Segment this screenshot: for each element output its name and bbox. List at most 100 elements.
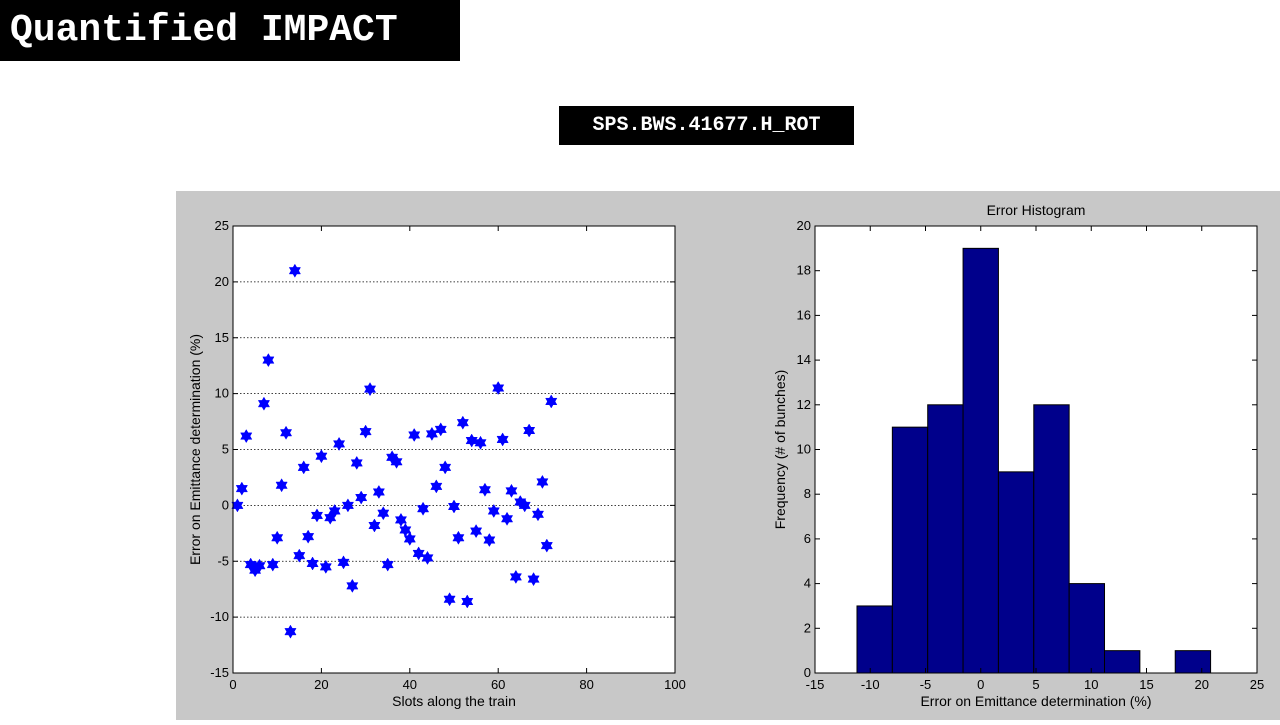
scatter-point <box>346 578 359 593</box>
scatter-point-shape <box>461 597 474 609</box>
scatter-point <box>452 530 465 545</box>
scatter-point <box>262 353 275 368</box>
scatter-point-shape <box>496 435 509 447</box>
scatter-point <box>500 511 514 526</box>
scatter-y-tick-label: 10 <box>215 386 229 401</box>
scatter-ticks: 0 20 40 60 80 100 -15 -10 -5 0 5 10 15 20 25 <box>210 218 686 692</box>
scatter-point-shape <box>355 494 368 505</box>
scatter-point-shape <box>235 485 248 496</box>
scatter-point <box>523 423 536 438</box>
scatter-point-shape <box>452 534 465 545</box>
scatter-point-shape <box>333 440 346 451</box>
scatter-point <box>266 557 279 572</box>
scatter-point-shape <box>527 575 540 587</box>
scatter-point-shape <box>337 558 350 570</box>
scatter-point-shape <box>262 356 275 368</box>
scatter-point-shape <box>310 511 324 523</box>
scatter-points <box>231 263 558 639</box>
scatter-point <box>355 490 368 505</box>
scatter-point <box>328 503 341 518</box>
scatter-point-shape <box>399 526 412 537</box>
scatter-point-shape <box>257 400 271 411</box>
histogram-y-tick-label: 8 <box>804 486 811 501</box>
histogram-bar <box>927 404 964 674</box>
scatter-point-shape <box>531 510 545 522</box>
histogram-bar <box>856 605 893 674</box>
scatter-point <box>341 498 354 513</box>
scatter-point-shape <box>381 561 394 572</box>
scatter-point-shape <box>478 486 492 497</box>
scatter-point-shape <box>363 385 377 397</box>
histogram-y-axis-label: Frequency (# of bunches) <box>772 370 788 530</box>
scatter-point-shape <box>390 458 403 469</box>
scatter-point-shape <box>408 431 421 442</box>
histogram-x-tick-label: 15 <box>1139 677 1153 692</box>
scatter-point <box>297 460 310 475</box>
scatter-plot: 0 20 40 60 80 100 -15 -10 -5 0 5 10 15 20 25 Slots alo… <box>187 218 686 709</box>
scatter-point <box>430 479 443 494</box>
histogram-plot: -15 -10 -5 0 5 10 15 20 25 0 2 4 6 8 10 12 14 16 18 20 Erro… <box>772 202 1264 709</box>
scatter-point <box>359 424 372 439</box>
scatter-point-shape <box>377 509 390 521</box>
scatter-y-tick-label: 5 <box>222 442 229 457</box>
scatter-point-shape <box>434 425 447 437</box>
scatter-y-tick-label: -5 <box>217 553 229 568</box>
scatter-x-tick-label: 60 <box>491 677 505 692</box>
scatter-point-shape <box>456 419 469 430</box>
scatter-point <box>363 382 377 397</box>
histogram-y-tick-label: 6 <box>804 531 811 546</box>
histogram-y-tick-label: 12 <box>797 397 811 412</box>
scatter-point-shape <box>279 429 293 440</box>
scatter-point <box>496 432 509 447</box>
histogram-bar <box>962 247 999 674</box>
scatter-point-shape <box>509 573 522 584</box>
scatter-point <box>531 507 545 522</box>
scatter-point <box>394 512 408 527</box>
histogram-bar <box>997 471 1035 674</box>
scatter-point-shape <box>487 507 500 518</box>
scatter-point-shape <box>297 463 310 475</box>
scatter-point-shape <box>293 552 306 563</box>
scatter-point-shape <box>430 482 443 494</box>
device-label: SPS.BWS.41677.H_ROT <box>559 106 854 145</box>
scatter-point <box>492 381 505 396</box>
scatter-point-shape <box>474 439 487 450</box>
scatter-point <box>425 426 438 441</box>
scatter-point-shape <box>302 533 315 544</box>
scatter-point-shape <box>328 507 341 518</box>
scatter-point-shape <box>253 562 266 573</box>
scatter-point-shape <box>439 463 452 475</box>
scatter-point <box>545 394 558 409</box>
histogram-y-tick-label: 16 <box>797 307 811 322</box>
scatter-point-shape <box>306 559 319 571</box>
scatter-point-shape <box>284 628 297 639</box>
scatter-point <box>403 531 416 546</box>
scatter-point-shape <box>346 582 359 593</box>
scatter-point <box>337 555 350 570</box>
scatter-point <box>315 449 328 464</box>
scatter-point <box>456 415 469 430</box>
histogram-x-tick-label: 0 <box>977 677 984 692</box>
scatter-point <box>381 557 394 572</box>
scatter-point <box>518 498 531 513</box>
scatter-x-tick-label: 40 <box>403 677 417 692</box>
scatter-point <box>240 429 253 444</box>
histogram-bar <box>1174 650 1212 674</box>
scatter-point <box>461 594 474 609</box>
scatter-point <box>408 427 421 442</box>
histogram-y-tick-label: 20 <box>797 218 811 233</box>
scatter-x-tick-label: 0 <box>229 677 236 692</box>
scatter-point-shape <box>425 430 438 441</box>
scatter-point-shape <box>266 561 279 572</box>
scatter-point <box>257 396 271 411</box>
scatter-point-shape <box>403 535 416 546</box>
scatter-point-shape <box>315 452 328 464</box>
histogram-frame <box>814 225 1258 674</box>
scatter-y-tick-label: 20 <box>215 274 229 289</box>
histogram-x-tick-label: -15 <box>806 677 825 692</box>
scatter-point-shape <box>275 481 288 493</box>
scatter-point-shape <box>492 384 505 396</box>
scatter-point-shape <box>483 536 496 548</box>
histogram-y-tick-label: 0 <box>804 665 811 680</box>
